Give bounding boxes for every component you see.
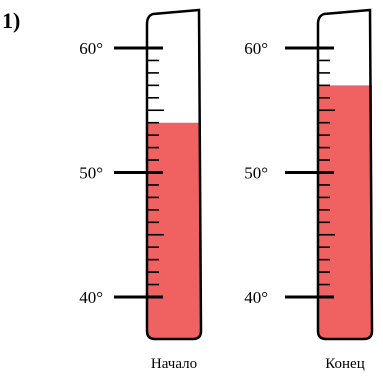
thermometer-1-scale-label: 50° <box>79 164 103 183</box>
thermometer-1-liquid <box>147 122 201 339</box>
thermometer-2-scale-label: 40° <box>244 288 268 307</box>
thermometer-2-liquid <box>318 85 372 339</box>
thermometer-2-scale-label: 60° <box>244 39 268 58</box>
thermometer-1-caption: Начало <box>151 356 197 372</box>
thermometer-2-tube <box>316 8 374 341</box>
thermometer-2-scale-label: 50° <box>244 164 268 183</box>
thermometer-2-caption: Конец <box>325 356 364 372</box>
problem-number: 1) <box>2 8 21 33</box>
thermometer-1-scale-label: 60° <box>79 39 103 58</box>
thermometer-1-tube <box>145 8 203 341</box>
thermometer-1-scale-label: 40° <box>79 288 103 307</box>
